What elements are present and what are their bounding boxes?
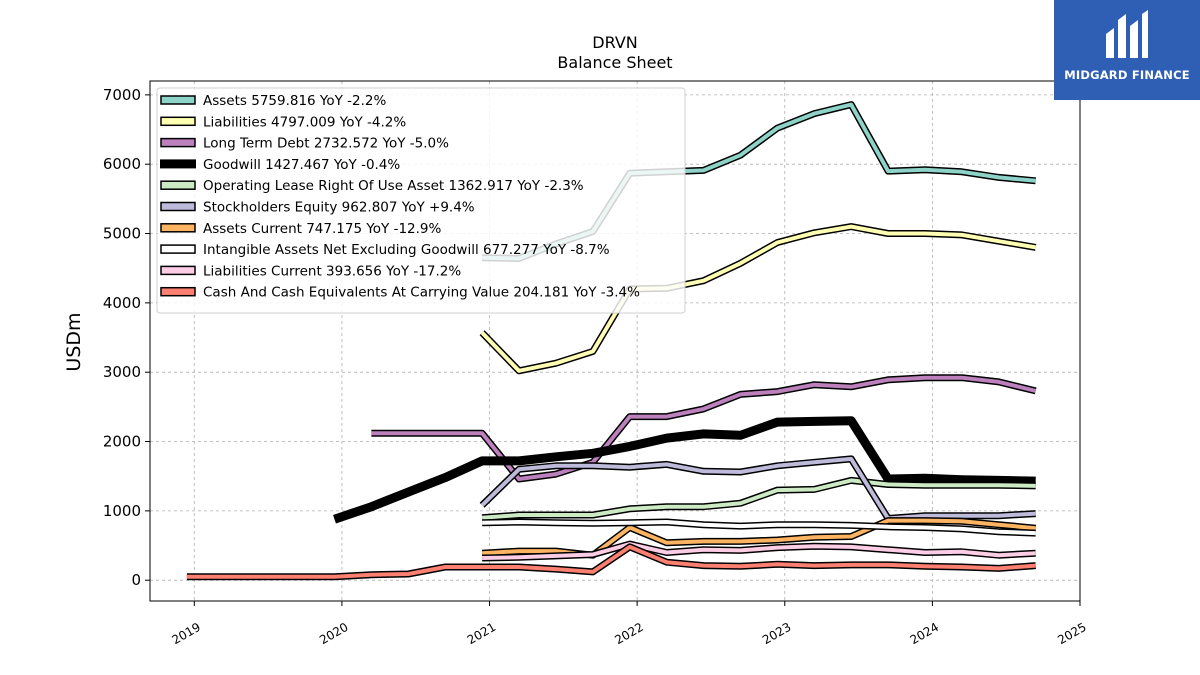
legend-swatch bbox=[160, 180, 196, 190]
y-axis: 0 1000 2000 3000 4000 5000 6000 7000 bbox=[103, 86, 150, 589]
x-tick-label: 2019 bbox=[170, 620, 203, 647]
legend: Assets 5759.816 YoY -2.2% Liabilities 479… bbox=[156, 87, 686, 314]
series-line-4 bbox=[481, 478, 1036, 520]
series-line-2 bbox=[371, 375, 1037, 481]
y-tick-label: 1000 bbox=[103, 502, 141, 520]
y-tick-label: 0 bbox=[131, 571, 141, 589]
legend-swatch bbox=[160, 223, 196, 233]
legend-swatch bbox=[160, 265, 196, 276]
legend-label: Operating Lease Right Of Use Asset 1362.… bbox=[203, 178, 584, 194]
legend-label: Liabilities 4797.009 YoY -4.2% bbox=[203, 114, 406, 130]
series-line-9 bbox=[186, 544, 1036, 579]
legend-swatch bbox=[160, 116, 196, 127]
series-line-3 bbox=[333, 416, 1036, 524]
y-tick-label: 7000 bbox=[103, 86, 141, 104]
chart-title: DRVN bbox=[592, 33, 637, 52]
series-line-7 bbox=[482, 520, 1036, 536]
legend-label: Intangible Assets Net Excluding Goodwill… bbox=[203, 242, 610, 258]
legend-swatch bbox=[160, 244, 196, 254]
x-tick-label: 2020 bbox=[317, 620, 350, 647]
legend-label: Long Term Debt 2732.572 YoY -5.0% bbox=[203, 136, 449, 152]
x-tick-label: 2024 bbox=[908, 620, 941, 647]
legend-label: Cash And Cash Equivalents At Carrying Va… bbox=[203, 285, 640, 301]
legend-box bbox=[156, 87, 686, 314]
x-tick-label: 2022 bbox=[612, 620, 645, 647]
legend-swatch bbox=[160, 137, 196, 148]
y-tick-label: 2000 bbox=[103, 433, 141, 451]
x-tick-label: 2021 bbox=[465, 620, 498, 647]
brand-logo: MIDGARD FINANCE bbox=[1054, 0, 1200, 100]
legend-label: Goodwill 1427.467 YoY -0.4% bbox=[203, 157, 400, 173]
legend-label: Stockholders Equity 962.807 YoY +9.4% bbox=[203, 200, 475, 216]
x-axis: 2019 2020 2021 2022 2023 2024 2025 bbox=[170, 601, 1089, 647]
y-tick-label: 4000 bbox=[103, 294, 141, 312]
series-line-1 bbox=[480, 224, 1037, 373]
y-tick-label: 3000 bbox=[103, 363, 141, 381]
legend-swatch bbox=[160, 95, 196, 105]
chart-subtitle: Balance Sheet bbox=[557, 53, 672, 72]
y-axis-label: USDm bbox=[63, 312, 85, 371]
y-tick-label: 5000 bbox=[103, 225, 141, 243]
legend-label: Assets Current 747.175 YoY -12.9% bbox=[203, 221, 442, 237]
legend-label: Assets 5759.816 YoY -2.2% bbox=[203, 93, 387, 109]
legend-swatch bbox=[160, 159, 196, 169]
midgard-logo-icon bbox=[1106, 10, 1148, 58]
logo-text: MIDGARD FINANCE bbox=[1064, 68, 1190, 82]
plot-frame bbox=[149, 80, 1081, 602]
series-line-5 bbox=[480, 456, 1036, 521]
legend-label: Liabilities Current 393.656 YoY -17.2% bbox=[203, 263, 461, 279]
y-tick-label: 6000 bbox=[103, 155, 141, 173]
x-tick-label: 2023 bbox=[760, 620, 793, 647]
legend-swatch bbox=[160, 286, 196, 297]
x-tick-label: 2025 bbox=[1055, 620, 1088, 647]
series-line-8 bbox=[482, 542, 1036, 560]
legend-swatch bbox=[160, 201, 196, 212]
